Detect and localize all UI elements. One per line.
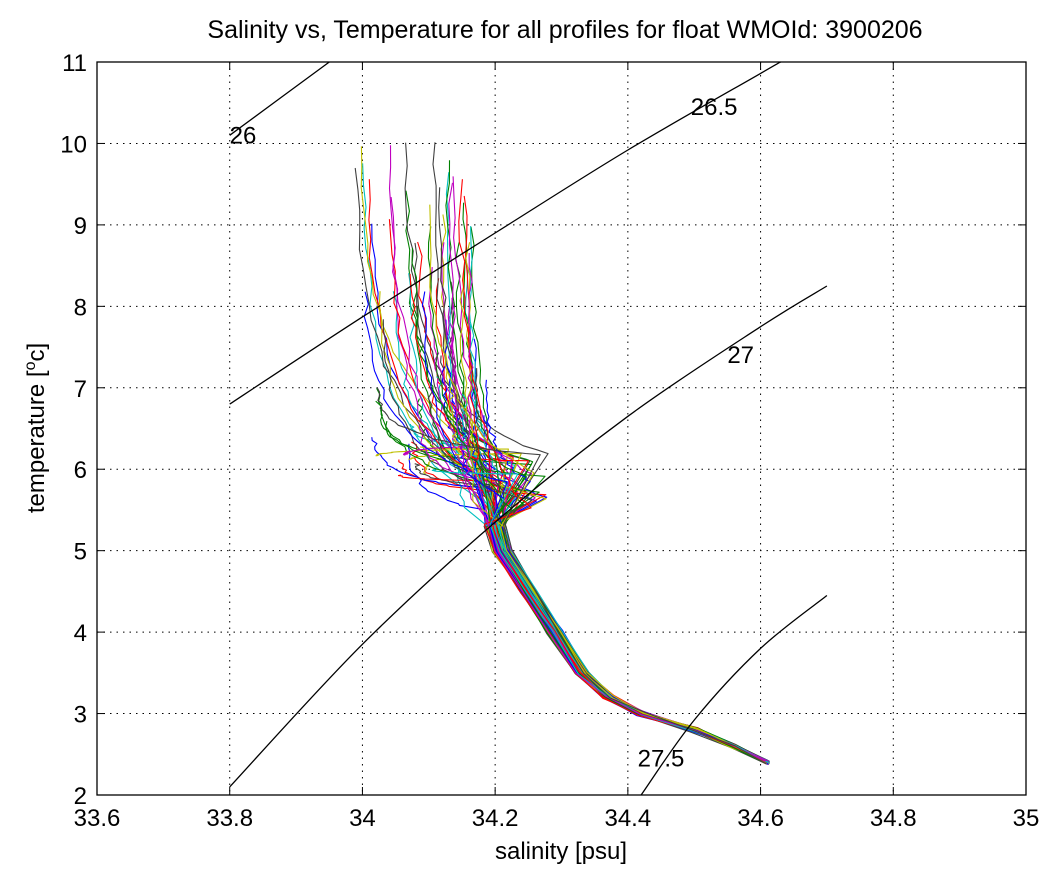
x-tick-label: 33.8 xyxy=(206,805,253,832)
y-tick-label: 10 xyxy=(60,131,87,158)
y-tick-label: 9 xyxy=(74,213,87,240)
profile-line xyxy=(431,468,769,764)
profile-line xyxy=(397,474,767,763)
density-contour-line xyxy=(229,61,781,405)
chart-title: Salinity vs, Temperature for all profile… xyxy=(207,16,922,44)
profile-line xyxy=(354,167,766,764)
plot-frame xyxy=(96,61,1027,796)
profile-line xyxy=(375,448,768,765)
profile-line xyxy=(441,365,770,764)
profile-line xyxy=(461,393,769,763)
profile-line xyxy=(388,219,770,765)
x-tick-label: 34.8 xyxy=(870,805,917,832)
y-tick-label: 11 xyxy=(62,50,87,77)
profile-line xyxy=(376,387,767,765)
x-axis-label: salinity [psu] xyxy=(495,838,627,865)
density-contours: 26 26.5 27 27.5 xyxy=(229,61,828,796)
y-tick-label: 7 xyxy=(74,376,87,403)
profile-line xyxy=(362,163,769,764)
density-contour-label: 26.5 xyxy=(691,94,738,121)
x-tick-label: 34.2 xyxy=(472,805,519,832)
density-contour-line xyxy=(229,285,828,788)
profile-line xyxy=(411,441,768,765)
y-tick-label: 5 xyxy=(74,539,87,566)
profile-line xyxy=(464,253,766,762)
profile-line xyxy=(360,146,768,764)
profile-line xyxy=(439,355,769,765)
profile-line xyxy=(427,226,766,764)
y-tick-label: 6 xyxy=(74,457,87,484)
y-tick-label: 8 xyxy=(74,294,87,321)
density-contour-label: 27.5 xyxy=(638,745,685,772)
y-tick-label: 4 xyxy=(74,620,87,647)
x-tick-label: 35 xyxy=(1013,805,1040,832)
profile-line xyxy=(470,338,769,762)
profile-line xyxy=(398,459,768,765)
profile-lines xyxy=(354,142,770,765)
profile-line xyxy=(368,179,768,763)
x-tick-label: 33.6 xyxy=(74,805,121,832)
profile-line xyxy=(445,160,769,763)
y-tick-label: 3 xyxy=(74,702,87,729)
profile-line xyxy=(392,291,770,763)
profile-line xyxy=(378,291,768,763)
profile-line xyxy=(433,352,768,764)
grid-lines xyxy=(97,62,1026,795)
x-tick-label: 34.4 xyxy=(604,805,651,832)
profile-line xyxy=(402,446,769,764)
density-contour-line xyxy=(229,61,330,136)
x-tick-label: 34.6 xyxy=(737,805,784,832)
profile-line xyxy=(423,452,767,763)
profile-line xyxy=(448,386,770,764)
x-tick-label: 34 xyxy=(349,805,376,832)
density-contour-label: 26 xyxy=(230,122,257,149)
profile-line xyxy=(414,463,770,762)
y-tick-label: 2 xyxy=(74,783,87,810)
profile-line xyxy=(432,142,769,763)
profile-line xyxy=(429,204,767,765)
y-axis-label-prefix: temperature [ xyxy=(23,370,50,513)
y-axis-label: temperature [oc] xyxy=(22,343,50,513)
density-contour-line xyxy=(640,594,828,796)
y-axis-label-suffix: c] xyxy=(23,343,50,362)
y-axis-label-sup: o xyxy=(22,361,39,370)
density-contour-label: 27 xyxy=(727,342,754,369)
